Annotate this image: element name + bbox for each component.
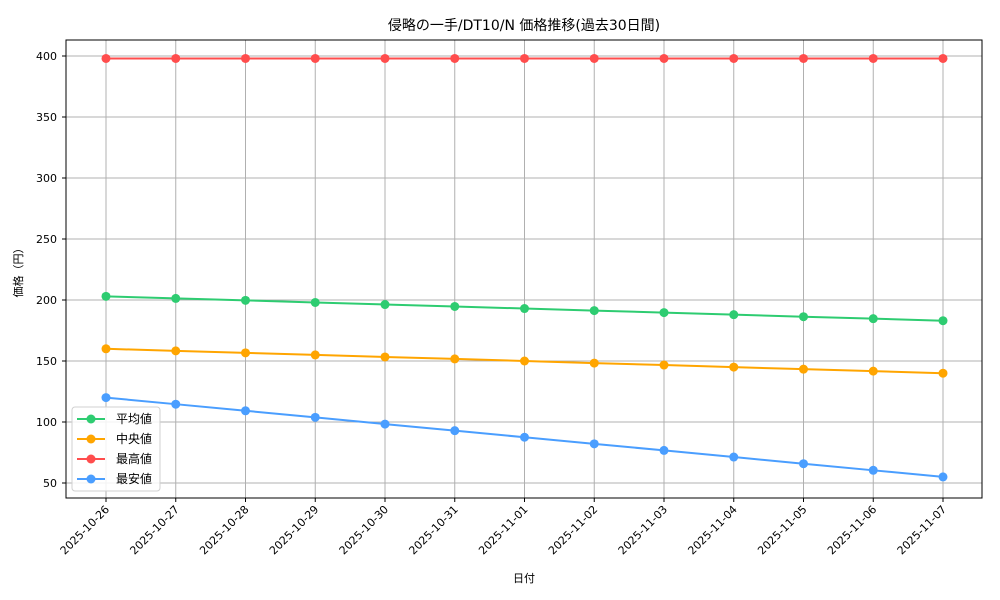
data-point (729, 452, 739, 462)
legend-label: 平均値 (116, 411, 152, 426)
y-tick-label: 50 (43, 477, 57, 490)
x-tick-label: 2025-10-27 (127, 503, 181, 557)
data-point (799, 459, 808, 469)
y-tick-label: 400 (36, 50, 57, 63)
y-tick-label: 200 (36, 294, 57, 307)
data-point (450, 354, 460, 364)
x-tick-label: 2025-10-26 (58, 503, 112, 557)
y-tick-label: 300 (36, 172, 57, 185)
legend-label: 最高値 (116, 451, 152, 466)
x-tick-label: 2025-10-30 (337, 503, 391, 557)
data-point (101, 344, 111, 354)
data-point (380, 352, 390, 362)
legend-marker (86, 454, 96, 464)
data-point (310, 350, 320, 360)
data-point (450, 53, 460, 63)
data-point (659, 53, 669, 63)
y-axis-label: 価格（円） (11, 243, 25, 298)
data-point (520, 432, 529, 442)
data-point (380, 53, 390, 63)
data-point (241, 53, 250, 63)
data-point (101, 53, 111, 63)
data-point (380, 300, 390, 310)
data-point (101, 393, 111, 403)
x-tick-label: 2025-11-02 (546, 503, 600, 557)
data-point (868, 465, 878, 475)
data-point (799, 364, 808, 374)
data-point (310, 53, 320, 63)
data-point (799, 312, 808, 322)
x-tick-label: 2025-11-01 (476, 503, 530, 557)
legend-marker (86, 414, 96, 424)
data-point (171, 53, 181, 63)
y-tick-label: 250 (36, 233, 57, 246)
x-tick-label: 2025-11-06 (825, 503, 879, 557)
data-series (101, 53, 948, 482)
x-tick-label: 2025-10-28 (197, 503, 251, 557)
data-point (938, 53, 948, 63)
data-point (938, 316, 948, 326)
data-point (380, 419, 390, 429)
legend-label: 中央値 (116, 431, 152, 446)
data-point (241, 348, 250, 358)
data-point (589, 439, 599, 449)
legend-box (71, 406, 161, 492)
data-point (101, 291, 111, 301)
legend-label: 最安値 (116, 471, 152, 486)
data-point (589, 53, 599, 63)
data-point (310, 412, 320, 422)
legend-marker (86, 434, 96, 444)
data-point (589, 358, 599, 368)
data-point (659, 308, 669, 318)
x-tick-label: 2025-11-03 (616, 503, 670, 557)
data-point (520, 53, 529, 63)
chart-title: 侵略の一手/DT10/N 価格推移(過去30日間) (388, 17, 660, 34)
data-point (520, 356, 529, 366)
x-tick-label: 2025-11-05 (755, 503, 809, 557)
data-point (868, 366, 878, 376)
data-point (729, 53, 739, 63)
data-point (241, 406, 250, 416)
data-point (171, 399, 181, 409)
x-axis-label: 日付 (513, 572, 535, 585)
data-point (868, 314, 878, 324)
x-tick-label: 2025-11-04 (685, 503, 739, 557)
legend-marker (86, 474, 96, 484)
data-point (799, 53, 808, 63)
data-point (171, 346, 181, 356)
data-point (938, 472, 948, 482)
x-tick-label: 2025-11-07 (895, 503, 949, 557)
x-axis-ticks: 2025-10-26 2025-10-27 2025-10-28 2025-10-29… (58, 498, 949, 557)
data-point (729, 362, 739, 372)
data-point (310, 297, 320, 307)
data-point (938, 368, 948, 378)
y-tick-label: 350 (36, 111, 57, 124)
y-tick-label: 100 (36, 416, 57, 429)
data-point (171, 293, 181, 303)
data-point (729, 310, 739, 320)
data-point (241, 295, 250, 305)
data-point (589, 306, 599, 316)
y-tick-label: 150 (36, 355, 57, 368)
data-point (450, 426, 460, 436)
y-axis-ticks: 50 100 150 200 250 300 350 400 (36, 50, 66, 490)
x-tick-label: 2025-10-31 (406, 503, 460, 557)
data-point (868, 53, 878, 63)
x-tick-label: 2025-10-29 (267, 503, 321, 557)
data-point (450, 301, 460, 311)
data-point (659, 445, 669, 455)
grid-lines (66, 40, 982, 498)
data-point (659, 360, 669, 370)
data-point (520, 304, 529, 314)
